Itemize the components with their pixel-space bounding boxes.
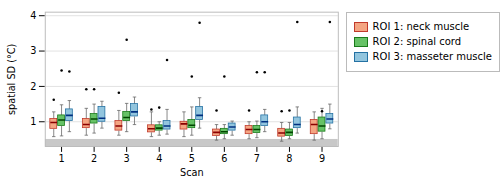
svg-text:5: 5	[189, 153, 195, 164]
svg-text:3: 3	[30, 45, 36, 56]
svg-text:3: 3	[124, 153, 130, 164]
svg-text:9: 9	[319, 153, 325, 164]
html-text:ROI 1: neck muscle: ROI 1: neck muscle	[372, 21, 470, 32]
svg-text:1: 1	[30, 116, 36, 127]
svg-text:2: 2	[91, 153, 97, 164]
svg-text:4: 4	[156, 153, 162, 164]
svg-text:4: 4	[30, 10, 36, 21]
svg-text:8: 8	[286, 153, 292, 164]
svg-text:Scan: Scan	[180, 167, 204, 178]
svg-text:7: 7	[254, 153, 260, 164]
html-text:ROI 2: spinal cord: ROI 2: spinal cord	[372, 36, 462, 47]
svg-text:2: 2	[30, 81, 36, 92]
html-text:ROI 3: masseter muscle: ROI 3: masseter muscle	[372, 51, 492, 62]
svg-text:1: 1	[58, 153, 64, 164]
svg-text:6: 6	[221, 153, 227, 164]
svg-text:spatial SD (°C): spatial SD (°C)	[6, 44, 17, 115]
